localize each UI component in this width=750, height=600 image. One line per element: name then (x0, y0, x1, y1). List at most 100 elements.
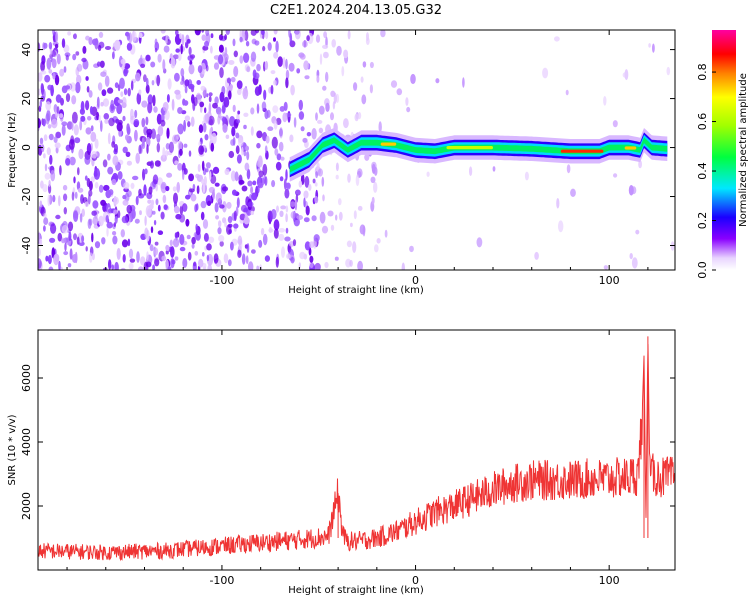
spectrogram-cell (221, 116, 227, 124)
spectrogram-cell (290, 211, 296, 219)
spectrogram-cell (565, 89, 569, 96)
spectrogram-cell (91, 151, 98, 159)
spectrogram-cell (200, 211, 205, 221)
spectrogram-cell (212, 102, 218, 109)
spectrogram-cell (76, 74, 82, 85)
spectrogram-cell (100, 120, 103, 132)
spectrogram-cell (157, 230, 164, 235)
spectrogram-cell (172, 186, 177, 192)
spectrogram-cell (256, 265, 260, 270)
spectrogram-cell (117, 171, 123, 180)
spectrogram-cell (85, 76, 89, 81)
spectrogram-cell (92, 38, 99, 46)
spectrogram-cell (556, 198, 560, 209)
spectrogram-cell (38, 88, 41, 96)
spectrogram-cell (160, 181, 167, 194)
spectrogram-cell (55, 131, 62, 139)
spectrogram-cell (204, 107, 207, 114)
spectrogram-cell (250, 107, 255, 115)
spectrogram-cell (87, 116, 92, 121)
spectrogram-cell (215, 192, 222, 203)
spectrogram-cell (226, 201, 232, 209)
spectrogram-cell (160, 30, 166, 34)
spectrogram-cell (160, 112, 165, 123)
spectrogram-cell (214, 202, 219, 213)
spectrogram-cell (243, 89, 247, 97)
spectrogram-cell (112, 231, 117, 236)
spectrogram-cell (321, 176, 325, 187)
spectrogram-cell (145, 136, 151, 147)
spectrogram-cell (108, 189, 114, 196)
spectrogram-cell (189, 54, 196, 59)
spectrogram-cell (129, 258, 136, 263)
spectrogram-cell (270, 84, 274, 95)
spectrogram-cell (426, 171, 430, 177)
spectrogram-cell (76, 181, 81, 191)
spectrogram-cell (182, 203, 188, 212)
spectrogram-cell (303, 197, 306, 208)
spectrogram-cell (63, 44, 70, 53)
spectrogram-cell (341, 66, 345, 77)
spectrogram-cell (54, 74, 60, 86)
spectrogram-cell (225, 134, 230, 139)
spectrogram-cell (149, 160, 154, 169)
spectrogram-cell (122, 199, 129, 206)
snr-y-tick-label: 6000 (20, 364, 33, 392)
spectrogram-cell (124, 192, 130, 202)
spectrogram-cell (61, 124, 66, 136)
spectrogram-cell (232, 189, 237, 196)
spectrogram-cell (629, 253, 633, 260)
spectrogram-cell (126, 160, 132, 166)
spectrogram-cell (71, 191, 75, 201)
spectrogram-cell (76, 63, 83, 72)
spectrogram-cell (74, 251, 78, 264)
spectrogram-cell (241, 253, 246, 265)
spectrogram-cell (98, 215, 104, 227)
spectrogram-cell (258, 170, 264, 178)
spectrogram-cell (219, 240, 224, 247)
spectrogram-cell (122, 253, 126, 263)
spectrogram-cell (622, 72, 628, 78)
spectrogram-cell (315, 34, 321, 43)
spectrogram-cell (323, 51, 329, 59)
spectrogram-cell (72, 111, 78, 124)
spectrogram-cell (353, 210, 357, 220)
spectrogram-cell (188, 83, 195, 90)
spectrogram-cell (542, 67, 549, 79)
spectrogram-cell (48, 266, 54, 270)
spectrogram-cell (360, 76, 364, 83)
spectrogram-cell (314, 182, 318, 187)
spectrogram-cell (246, 243, 250, 253)
spectrogram-cell (157, 204, 161, 212)
spectrogram-cell (39, 137, 44, 145)
spectrogram-cell (384, 229, 388, 238)
spectrogram-cell (69, 248, 73, 260)
spectrogram-cell (225, 30, 231, 36)
spectrogram-cell (318, 127, 324, 134)
spectrogram-cell (316, 162, 320, 170)
spectrogram-cell (211, 191, 215, 198)
spectrogram-cell (198, 145, 205, 155)
spectrogram-cell (116, 103, 123, 115)
spectrogram-cell (200, 200, 207, 209)
spectrogram-cell (409, 245, 414, 253)
spectrogram-cell (90, 125, 94, 132)
spectrogram-cell (140, 256, 146, 266)
spectrogram-cell (183, 119, 187, 132)
spectrogram-cell (603, 96, 607, 106)
spectrogram-cell (264, 60, 269, 70)
spectrogram-cell (140, 63, 146, 68)
spectrogram-cell (97, 82, 103, 91)
spectrogram-cell (258, 84, 262, 95)
spectrogram-speckle (38, 30, 675, 270)
spectrogram-cell (46, 57, 52, 70)
spectrogram-cell (106, 221, 113, 229)
spectrogram-cell (64, 52, 71, 57)
spectrogram-cell (330, 224, 335, 231)
spectrogram-cell (103, 184, 110, 192)
spectrogram-cell (59, 68, 65, 77)
spectrogram-cell (273, 219, 280, 231)
spectrogram-cell (296, 215, 303, 220)
spectrogram-cell (290, 201, 296, 208)
spectrogram-cell (152, 94, 156, 107)
